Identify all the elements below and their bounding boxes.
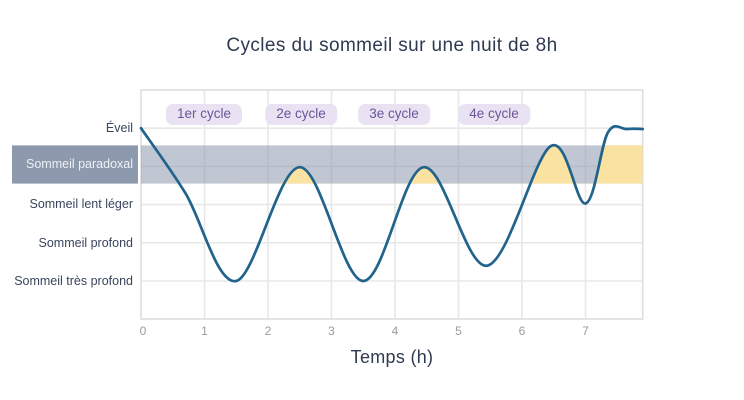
- y-label-sommeil-lent-leger: Sommeil lent léger: [29, 197, 133, 211]
- x-tick-6: 6: [518, 324, 526, 338]
- x-tick-1: 1: [201, 324, 208, 338]
- y-label-sommeil-paradoxal: Sommeil paradoxal: [26, 157, 133, 171]
- x-tick-0: 0: [139, 324, 147, 338]
- cycle-2-badge: 2e cycle: [265, 104, 337, 125]
- chart-title: Cycles du sommeil sur une nuit de 8h: [226, 35, 558, 56]
- cycle-4-badge: 4e cycle: [458, 104, 530, 125]
- cycle-1-badge: 1er cycle: [165, 104, 243, 125]
- y-label-sommeil-profond: Sommeil profond: [38, 236, 134, 250]
- x-axis-label: Temps (h): [350, 347, 434, 367]
- x-tick-3: 3: [328, 324, 335, 338]
- y-label-sommeil-tres-profond: Sommeil très profond: [14, 274, 133, 288]
- x-tick-7: 7: [582, 324, 589, 338]
- x-tick-2: 2: [264, 324, 272, 338]
- y-label-eveil: Éveil: [105, 121, 133, 135]
- x-tick-4: 4: [391, 324, 399, 338]
- cycle-3-badge: 3e cycle: [358, 104, 430, 125]
- x-tick-5: 5: [455, 324, 462, 338]
